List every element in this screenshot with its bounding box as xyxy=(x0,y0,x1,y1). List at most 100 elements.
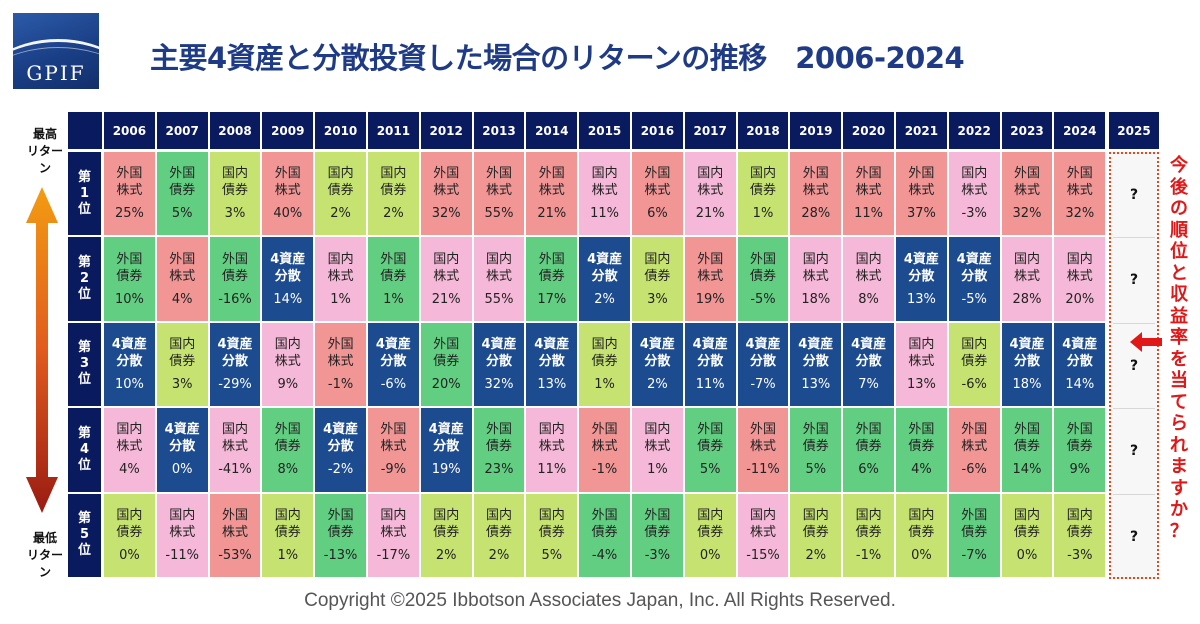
return-value: 13% xyxy=(537,376,567,392)
asset-name-line2: 債券 xyxy=(802,524,829,540)
return-cell: 外国 債券 -16% xyxy=(209,237,261,321)
return-value: 11% xyxy=(590,206,620,222)
asset-name-line1: 国内 xyxy=(538,422,565,438)
year-header: 2012 xyxy=(420,112,472,149)
copyright-notice: Copyright ©2025 Ibbotson Associates Japa… xyxy=(304,590,896,611)
year-header: 2021 xyxy=(896,112,947,149)
return-cell: 4資産 分散 -6% xyxy=(368,322,419,407)
return-value: 28% xyxy=(801,206,831,222)
return-value: 6% xyxy=(647,206,668,222)
asset-name-line1: 外国 xyxy=(538,166,565,182)
return-value: 28% xyxy=(1012,291,1042,307)
return-cell: 国内 株式 -3% xyxy=(948,152,1000,236)
return-cell: 外国 株式 -1% xyxy=(579,408,630,492)
asset-name-line2: 債券 xyxy=(855,439,882,455)
year-header: 2023 xyxy=(1001,112,1053,149)
asset-name-line2: 分散 xyxy=(855,353,882,369)
return-cell: 外国 株式 40% xyxy=(262,152,314,236)
return-cell: 国内 債券 0% xyxy=(684,493,736,577)
asset-name-line1: 外国 xyxy=(908,166,935,182)
return-cell: 国内 債券 2% xyxy=(315,152,366,236)
asset-name-line2: 株式 xyxy=(169,268,196,284)
return-value: 1% xyxy=(647,462,668,478)
return-value: 19% xyxy=(695,291,725,307)
asset-name-line1: 外国 xyxy=(274,166,301,182)
asset-name-line1: 外国 xyxy=(961,507,988,523)
note-char: ま xyxy=(1170,456,1188,477)
return-cell: 国内 債券 2% xyxy=(473,493,525,577)
return-value: -1% xyxy=(855,547,882,563)
asset-name-line2: 債券 xyxy=(169,183,196,199)
return-cell: 外国 株式 21% xyxy=(526,152,578,236)
return-cell: 国内 株式 1% xyxy=(315,237,366,321)
return-value: 32% xyxy=(1065,206,1095,222)
return-value: 32% xyxy=(431,206,461,222)
return-cell: 国内 株式 -17% xyxy=(368,493,419,577)
asset-name-line2: 分散 xyxy=(697,353,724,369)
worst-return-label: 最低 リターン xyxy=(22,530,68,581)
asset-name-line1: 国内 xyxy=(644,251,671,267)
asset-name-line1: 4資産 xyxy=(1062,336,1098,352)
return-value: 1% xyxy=(594,376,615,392)
asset-name-line1: 4資産 xyxy=(481,336,517,352)
rank-label-char: 位 xyxy=(77,201,91,217)
note-char: す xyxy=(1170,477,1188,499)
asset-name-line2: 株式 xyxy=(855,183,882,199)
asset-name-line1: 国内 xyxy=(1066,507,1093,523)
return-cell: 国内 債券 5% xyxy=(526,493,578,577)
asset-name-line2: 債券 xyxy=(908,524,935,540)
return-cell: 国内 株式 21% xyxy=(684,152,736,236)
return-value: 4% xyxy=(171,291,193,307)
return-cell: 国内 株式 18% xyxy=(790,237,842,321)
return-cell: 外国 株式 -53% xyxy=(209,493,261,577)
year-header-2025: 2025 xyxy=(1109,112,1159,149)
asset-name-line2: 債券 xyxy=(221,268,248,284)
return-cell: 国内 債券 -3% xyxy=(1054,493,1106,577)
asset-name-line2: 分散 xyxy=(908,268,935,284)
asset-name-line2: 株式 xyxy=(749,439,776,455)
return-cell: 外国 債券 5% xyxy=(684,408,736,492)
asset-name-line1: 国内 xyxy=(908,336,935,352)
return-cell: 国内 株式 4% xyxy=(104,408,155,492)
asset-name-line2: 株式 xyxy=(644,183,671,199)
asset-name-line1: 国内 xyxy=(802,251,829,267)
return-cell: 外国 債券 5% xyxy=(790,408,842,492)
return-cell: 外国 株式 28% xyxy=(790,152,842,236)
asset-name-line2: 分散 xyxy=(1013,353,1040,369)
asset-name-line1: 国内 xyxy=(221,166,248,182)
return-value: 32% xyxy=(1012,206,1042,222)
return-value: 18% xyxy=(1012,376,1042,392)
return-cell: 外国 株式 32% xyxy=(420,152,472,236)
return-cell: 国内 債券 2% xyxy=(368,152,419,236)
asset-name-line2: 株式 xyxy=(116,439,143,455)
return-value: 4% xyxy=(911,462,932,478)
rank-label-char: 4 xyxy=(79,441,90,457)
return-value: -41% xyxy=(218,462,252,478)
year-header: 2017 xyxy=(684,112,736,149)
asset-name-line2: 債券 xyxy=(697,439,724,455)
return-cell: 4資産 分散 -2% xyxy=(315,408,366,492)
asset-name-line2: 株式 xyxy=(591,183,618,199)
rank-label-char: 5 xyxy=(79,527,90,543)
asset-name-line1: 外国 xyxy=(802,422,829,438)
asset-name-line2: 債券 xyxy=(1066,439,1093,455)
asset-name-line2: 株式 xyxy=(1066,268,1093,284)
return-cell: 国内 株式 -41% xyxy=(209,408,261,492)
return-cell: 国内 株式 55% xyxy=(473,237,525,321)
asset-name-line1: 4資産 xyxy=(1009,336,1045,352)
asset-name-line1: 4資産 xyxy=(639,336,675,352)
note-char: 順 xyxy=(1170,219,1188,241)
asset-name-line2: 債券 xyxy=(538,524,565,540)
return-value: -53% xyxy=(218,547,252,563)
header-corner xyxy=(68,112,102,149)
return-value: 21% xyxy=(695,206,725,222)
return-value: 9% xyxy=(1069,462,1091,478)
asset-name-line1: 4資産 xyxy=(217,336,253,352)
return-cell: 外国 株式 32% xyxy=(1054,152,1106,236)
note-char: ら xyxy=(1170,413,1188,434)
year-header: 2009 xyxy=(262,112,314,149)
return-value: 4% xyxy=(119,462,140,478)
return-cell: 外国 株式 -6% xyxy=(948,408,1000,492)
